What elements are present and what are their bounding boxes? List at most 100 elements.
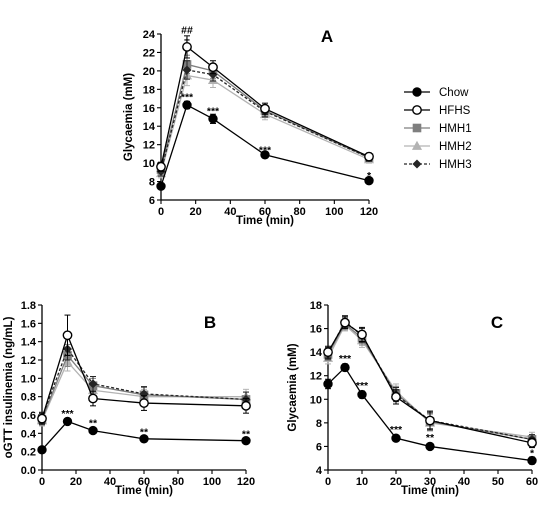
y-tick-label: 10 [143,158,155,170]
y-tick-label: 18 [310,300,322,312]
x-tick-label: 80 [294,206,306,218]
data-point-chow [208,114,218,124]
y-tick-label: 4 [316,465,323,477]
x-axis-label: Time (min) [115,485,173,497]
legend-item-hmh2: HMH2 [404,140,472,153]
legend-label: Chow [439,87,469,99]
significance-annotation: + [184,35,190,47]
y-tick-label: 0.2 [21,447,36,459]
legend-label: HMH1 [439,123,472,135]
data-point-hfhs [88,393,98,404]
y-tick-label: 1.6 [21,318,36,330]
y-tick-label: 0.6 [21,410,36,422]
legend-label: HMH3 [439,159,472,171]
y-tick-label: 1.0 [21,373,36,385]
data-point-hmh3 [182,65,192,75]
significance-annotation: *** [390,424,403,436]
data-point-hfhs [527,437,537,448]
y-tick-label: 8 [316,418,322,430]
x-tick-label: 20 [390,476,402,488]
chart-panel-c: 4 6 8 10 12 14 16 18 0 10 20 30 40 50 60 Time (min) Glyc… [287,300,538,497]
x-tick-label: 0 [39,476,45,488]
significance-annotation: *** [339,353,352,365]
y-tick-label: 12 [310,371,322,383]
significance-annotation: * [530,447,535,459]
x-tick-label: 100 [325,206,343,218]
data-point-hfhs [340,317,350,328]
series-line-hfhs [327,321,533,444]
data-point-chow [62,416,73,427]
data-point-chow [139,434,149,444]
legend-item-hmh3: HMH3 [404,159,472,171]
data-point-hfhs [391,392,401,402]
data-point-hfhs [260,103,270,114]
y-tick-label: 1.8 [21,300,36,312]
data-point-chow [182,100,192,110]
data-point-hfhs [323,347,333,358]
x-tick-label: 40 [458,476,470,488]
data-point-hfhs [182,42,192,52]
series-chow [156,100,374,191]
x-tick-label: 10 [356,476,368,488]
y-tick-label: 10 [310,394,322,406]
legend-item-hmh1: HMH1 [404,123,472,135]
legend-item-hfhs: HFHS [404,105,471,117]
y-tick-label: 14 [143,121,156,133]
data-point-hfhs [364,151,374,162]
legend-marker [411,140,423,150]
y-axis-label: Glycaemia (mM) [287,343,299,431]
data-point-chow [357,389,367,400]
panel-label: A [321,27,333,46]
data-point-hfhs [62,330,73,341]
data-point-hfhs [208,62,218,73]
data-point-chow [88,425,98,436]
y-axis-label: oGTT insulinemia (ng/mL) [3,316,15,458]
data-point-chow [340,362,350,373]
chart-panel-a: 6 8 10 12 14 16 18 20 22 24 0 20 40 60 80 100 120 Time (m… [123,24,378,227]
data-point-chow [156,181,166,191]
x-axis-label: Time (min) [401,485,459,497]
data-point-hfhs [139,398,149,408]
panel-label: B [204,313,216,332]
legend: Chow HFHS HMH1 HMH2 HMH3 [404,87,472,171]
x-tick-label: 40 [224,206,236,218]
data-point-hfhs [425,415,435,426]
data-point-chow [425,441,435,452]
significance-annotation: * [367,170,372,182]
y-tick-label: 20 [143,66,155,78]
y-tick-label: 1.4 [21,337,37,349]
series-hfhs [156,35,374,172]
significance-annotation: *** [181,92,194,104]
data-point-chow [323,379,333,389]
data-point-chow [391,433,401,443]
y-tick-label: 0.0 [21,465,36,477]
y-tick-label: 0.4 [21,428,37,440]
y-tick-label: 22 [143,47,155,59]
chart-panel-b: 0.0 0.2 0.4 0.6 0.8 1.0 1.2 1.4 1.6 1.8 0 20 40 60 80 1… [3,300,255,497]
y-tick-label: 6 [149,195,155,207]
legend-label: HFHS [439,105,471,117]
series-hmh2 [155,64,375,179]
data-point-hmh3 [88,379,98,389]
data-point-chow [241,435,251,446]
legend-marker [412,87,422,97]
significance-annotation: ** [89,417,98,429]
data-point-hfhs [156,161,166,172]
significance-annotation: *** [207,106,220,118]
significance-annotation: ** [426,432,435,444]
data-point-hfhs [241,400,251,411]
y-tick-label: 16 [143,103,155,115]
legend-marker [412,105,422,115]
x-tick-label: 100 [203,476,221,488]
significance-annotation: ** [242,428,251,440]
significance-annotation: ## [181,24,193,36]
y-tick-label: 24 [143,29,156,41]
significance-annotation: *** [356,380,369,392]
legend-marker [412,123,422,133]
data-point-chow [527,455,537,466]
y-tick-label: 0.8 [21,392,36,404]
y-axis-label: Glycaemia (mM) [123,73,135,161]
series-chow [323,362,537,466]
